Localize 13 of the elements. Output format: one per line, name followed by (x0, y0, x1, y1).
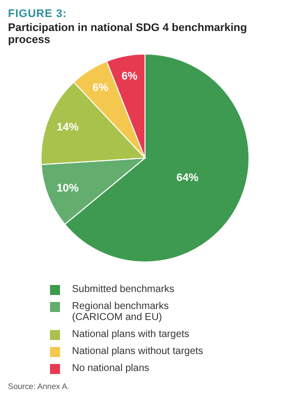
data-label: 10% (56, 182, 79, 195)
data-label: 14% (56, 121, 79, 134)
chart-title: FIGURE 3: (8, 8, 68, 20)
legend-label: No national plans (72, 363, 150, 374)
data-label: 6% (92, 82, 109, 94)
chart-subtitle: Participation in national SDG 4 benchmarking process (8, 22, 248, 46)
legend-label: Regional benchmarks (CARICOM and EU) (72, 301, 170, 323)
legend-label: National plans with targets (72, 329, 190, 340)
legend-label: Submitted benchmarks (72, 284, 174, 295)
data-label: 6% (121, 70, 138, 82)
data-label: 64% (176, 172, 199, 184)
legend-label: National plans without targets (72, 346, 204, 357)
source-note: Source: Annex A. (8, 382, 70, 391)
